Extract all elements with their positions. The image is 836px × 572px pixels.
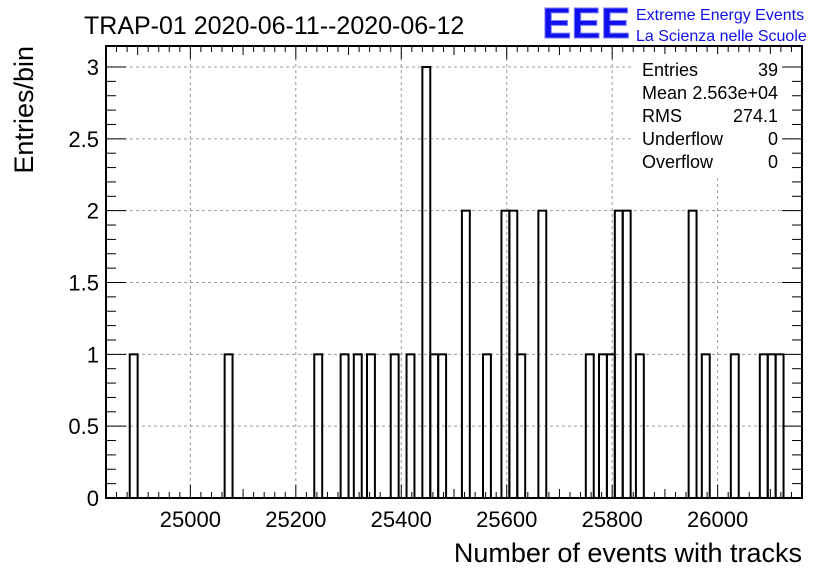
stats-box: Entries 39 Mean 2.563e+04 RMS 274.1 Underflow 0… bbox=[632, 54, 782, 176]
stat-value: 0 bbox=[768, 152, 778, 172]
y-tick-label: 1.5 bbox=[68, 271, 99, 296]
x-tick-label: 25800 bbox=[582, 507, 643, 532]
x-tick-labels: 25000 25200 25400 25600 25800 26000 bbox=[160, 507, 748, 532]
eee-logo-text: EEE bbox=[542, 0, 630, 48]
stat-label: RMS bbox=[642, 106, 682, 126]
stat-label: Overflow bbox=[642, 152, 714, 172]
y-tick-label: 1 bbox=[87, 342, 99, 367]
y-tick-label: 0.5 bbox=[68, 414, 99, 439]
axis-ticks bbox=[105, 46, 803, 499]
y-axis-label: Entries/bin bbox=[9, 46, 39, 174]
stat-value: 2.563e+04 bbox=[692, 83, 778, 103]
y-tick-label: 2.5 bbox=[68, 127, 99, 152]
stat-label: Entries bbox=[642, 60, 698, 80]
y-tick-label: 3 bbox=[87, 55, 99, 80]
y-tick-labels: 0 0.5 1 1.5 2 2.5 3 bbox=[68, 55, 99, 511]
chart-title: TRAP-01 2020-06-11--2020-06-12 bbox=[84, 12, 464, 40]
logo-line-1: Extreme Energy Events bbox=[636, 7, 804, 24]
y-tick-label: 2 bbox=[87, 199, 99, 224]
x-tick-label: 25400 bbox=[371, 507, 432, 532]
stat-value: 0 bbox=[768, 129, 778, 149]
x-tick-label: 25200 bbox=[265, 507, 326, 532]
stat-value: 274.1 bbox=[733, 106, 778, 126]
eee-logo: EEE Extreme Energy Events La Scienza nel… bbox=[542, 0, 807, 49]
x-axis-label: Number of events with tracks bbox=[454, 538, 802, 568]
logo-line-2: La Scienza nelle Scuole bbox=[636, 28, 807, 45]
stats-background bbox=[632, 54, 782, 176]
stat-label: Underflow bbox=[642, 129, 724, 149]
grid-lines bbox=[106, 46, 802, 498]
stat-value: 39 bbox=[758, 60, 778, 80]
stat-label: Mean bbox=[642, 83, 687, 103]
x-tick-label: 26000 bbox=[687, 507, 748, 532]
x-tick-label: 25000 bbox=[160, 507, 221, 532]
x-tick-label: 25600 bbox=[476, 507, 537, 532]
y-tick-label: 0 bbox=[87, 486, 99, 511]
